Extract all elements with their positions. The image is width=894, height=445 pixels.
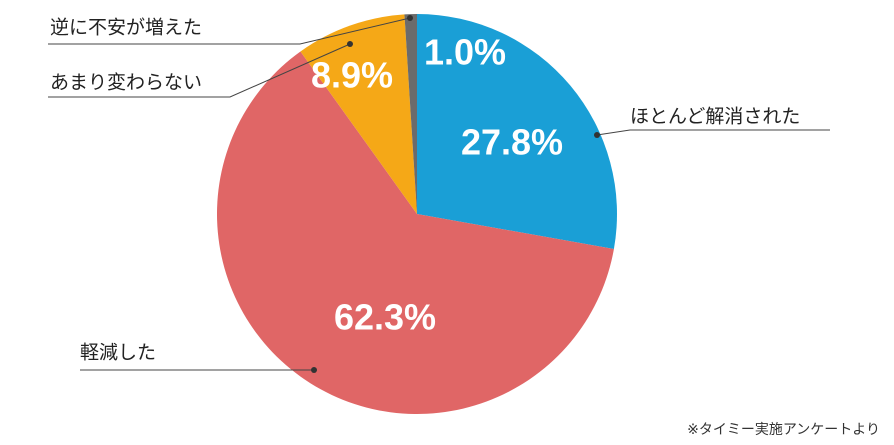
value-label: 62.3% <box>334 297 436 338</box>
category-label: ほとんど解消された <box>630 106 800 128</box>
leader-dot <box>311 367 317 373</box>
value-label: 1.0% <box>424 32 506 73</box>
leader-dot <box>594 132 600 138</box>
leader-line <box>596 129 830 136</box>
category-label: 軽減した <box>80 342 156 364</box>
leader-dot <box>347 41 353 47</box>
pie-slice <box>417 14 617 250</box>
pie-slice <box>216 51 614 415</box>
source-note: ※タイミー実施アンケートより <box>687 422 880 438</box>
pie-slice <box>300 14 417 215</box>
pie-slice <box>404 14 417 214</box>
value-label: 27.8% <box>461 122 563 163</box>
leader-dot <box>407 15 413 21</box>
category-label: あまり変わらない <box>50 72 202 94</box>
pie <box>216 14 617 415</box>
value-label: 8.9% <box>311 55 393 96</box>
leader-line <box>48 17 411 45</box>
category-label: 逆に不安が増えた <box>50 17 202 39</box>
leader-line <box>48 43 351 98</box>
